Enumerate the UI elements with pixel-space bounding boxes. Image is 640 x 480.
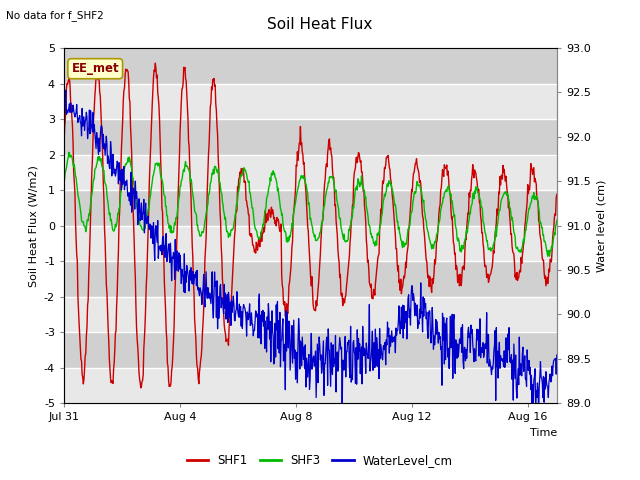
Bar (64, 226, 557, 261)
Text: Soil Heat Flux: Soil Heat Flux (268, 17, 372, 32)
Bar (64, 84, 557, 119)
Bar (64, 297, 557, 332)
Legend: SHF1, SHF3, WaterLevel_cm: SHF1, SHF3, WaterLevel_cm (182, 449, 458, 472)
Bar (64, 332, 557, 368)
X-axis label: Time: Time (529, 428, 557, 438)
Bar (64, 190, 557, 226)
Y-axis label: Water level (cm): Water level (cm) (596, 180, 606, 272)
Bar (64, 261, 557, 297)
Bar (64, 119, 557, 155)
Bar (64, 368, 557, 403)
Bar (64, 48, 557, 84)
Bar (64, 155, 557, 190)
Y-axis label: Soil Heat Flux (W/m2): Soil Heat Flux (W/m2) (28, 165, 38, 287)
Text: No data for f_SHF2: No data for f_SHF2 (6, 10, 104, 21)
Text: EE_met: EE_met (72, 62, 119, 75)
